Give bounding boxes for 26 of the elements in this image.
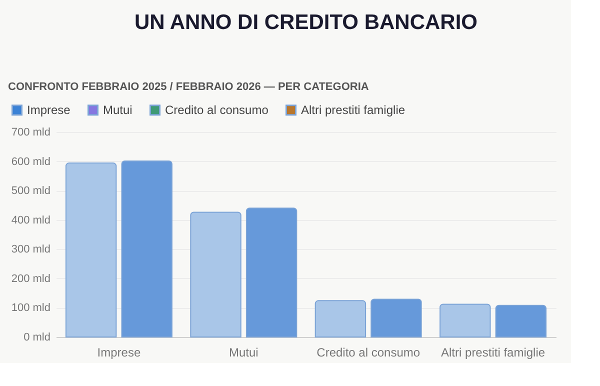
bar	[495, 304, 547, 338]
chart-title: UN ANNO DI CREDITO BANCARIO	[134, 11, 478, 34]
bar	[65, 162, 117, 338]
legend-label: Credito al consumo	[165, 103, 269, 118]
bar	[314, 300, 366, 338]
y-tick-label: 200 mld	[11, 272, 50, 285]
bar	[121, 160, 172, 338]
y-tick-label: 700 mld	[11, 126, 50, 138]
bar	[246, 208, 298, 338]
legend-label: Mutui	[103, 103, 132, 118]
y-tick-label: 300 mld	[11, 244, 50, 256]
y-tick-label: 100 mld	[11, 302, 50, 314]
chart-subtitle: CONFRONTO FEBBRAIO 2025 / FEBBRAIO 2026 — PER CATEGORIA	[8, 81, 369, 93]
x-tick-label: Mutui	[228, 346, 258, 360]
bar	[440, 304, 491, 338]
y-tick-label: 400 mld	[11, 214, 50, 226]
y-tick-label: 600 mld	[11, 156, 50, 168]
legend-label: Imprese	[27, 103, 71, 118]
legend-label: Altri prestiti famiglie	[301, 103, 406, 118]
x-tick-label: Altri prestiti famiglie	[441, 346, 546, 360]
x-tick-label: Imprese	[97, 346, 141, 360]
x-tick-label: Credito al consumo	[316, 346, 420, 360]
y-tick-label: 0 mld	[24, 332, 50, 344]
bar	[370, 298, 422, 338]
bar	[190, 212, 242, 338]
y-tick-label: 500 mld	[11, 185, 50, 198]
